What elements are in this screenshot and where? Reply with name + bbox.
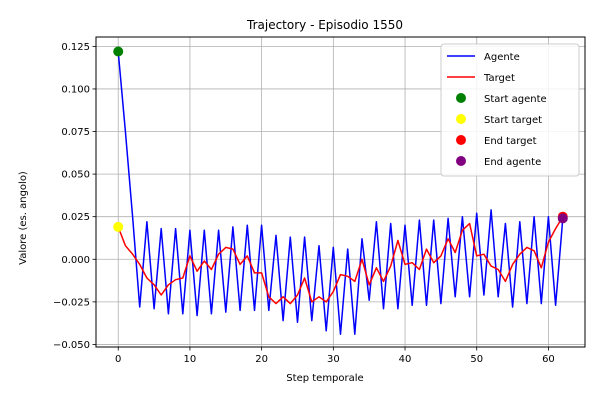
- grid: [96, 37, 585, 347]
- legend-swatch-end-target: [456, 135, 466, 145]
- y-axis: −0.050 −0.025 0.000 0.025 0.050 0.075 0.100 0.1…: [53, 42, 96, 351]
- y-tick-label: 0.100: [61, 84, 90, 95]
- x-tick-label: 40: [399, 354, 412, 365]
- y-axis-label: Valore (es. angolo): [18, 171, 29, 265]
- x-tick-label: 0: [115, 354, 121, 365]
- legend-label-end-agente: End agente: [484, 157, 541, 168]
- marker-start-target: [113, 221, 124, 232]
- series-line-target: [117, 216, 564, 305]
- x-axis: 0 10 20 30 40 50 60: [115, 347, 555, 365]
- legend-label-target: Target: [483, 73, 515, 84]
- legend-label-start-target: Start target: [484, 115, 542, 126]
- x-tick-label: 30: [327, 354, 340, 365]
- legend-label-end-target: End target: [484, 136, 537, 147]
- marker-start-agente: [113, 46, 124, 57]
- x-tick-label: 20: [255, 354, 268, 365]
- y-tick-label: −0.050: [53, 340, 90, 351]
- legend-swatch-start-agente: [456, 93, 466, 103]
- y-tick-label: −0.025: [53, 297, 90, 308]
- legend-label-agente: Agente: [484, 52, 520, 63]
- x-tick-label: 10: [184, 354, 197, 365]
- x-tick-label: 50: [470, 354, 483, 365]
- series-line-agente: [117, 51, 564, 335]
- y-tick-label: 0.000: [61, 255, 90, 266]
- y-tick-label: 0.050: [61, 170, 90, 181]
- legend-swatch-start-target: [456, 114, 466, 124]
- y-tick-label: 0.075: [61, 127, 90, 138]
- legend-label-start-agente: Start agente: [484, 94, 547, 105]
- plot-lines: [117, 51, 564, 335]
- legend-box: [440, 43, 580, 177]
- marker-end-agente: [557, 213, 568, 224]
- legend: Agente Target Start agente Start target End …: [440, 43, 580, 177]
- y-tick-label: 0.125: [61, 42, 90, 53]
- x-tick-label: 60: [542, 354, 555, 365]
- chart-title: Trajectory - Episodio 1550: [246, 18, 403, 32]
- y-tick-label: 0.025: [61, 212, 90, 223]
- plot-frame: [95, 36, 586, 348]
- legend-swatch-end-agente: [456, 156, 466, 166]
- x-axis-label: Step temporale: [286, 373, 363, 384]
- plot-markers: [113, 46, 568, 232]
